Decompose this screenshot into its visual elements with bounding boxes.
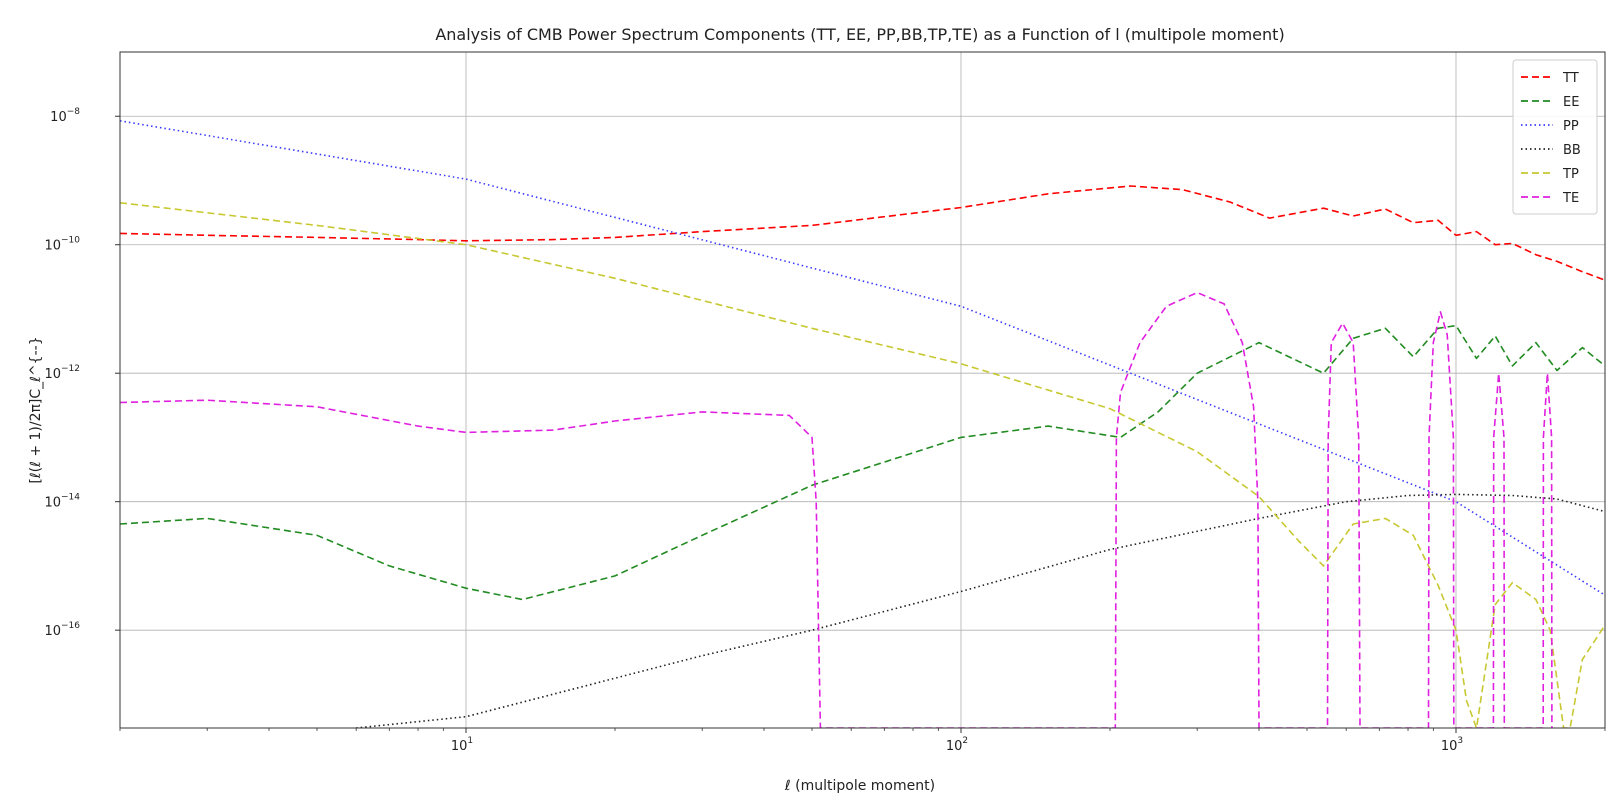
grid-lines	[120, 52, 1605, 728]
series-line-bb	[356, 493, 1605, 728]
y-tick-label: 10−8	[50, 107, 80, 125]
series-layer	[120, 120, 1605, 728]
x-tick-label: 103	[1441, 736, 1463, 754]
legend-label-pp: PP	[1563, 119, 1579, 134]
x-tick-label: 102	[946, 736, 968, 754]
x-axis-ticks: 101 102 103	[119, 728, 1606, 754]
x-tick-label: 101	[451, 736, 473, 754]
chart-title: Analysis of CMB Power Spectrum Component…	[435, 25, 1284, 44]
series-line-te	[120, 291, 1553, 728]
x-axis-label: ℓ (multipole moment)	[784, 778, 935, 794]
y-tick-label: 10−16	[44, 621, 80, 639]
series-line-pp	[120, 120, 1605, 596]
legend-label-bb: BB	[1563, 143, 1581, 158]
y-axis-label: [ℓ(ℓ + 1)/2π]C_ℓ^{--}	[28, 336, 44, 483]
y-tick-label: 10−14	[44, 493, 80, 511]
y-axis-ticks: 10−16 10−14 10−12 10−10 10−8	[44, 107, 120, 639]
legend-label-tp: TP	[1562, 167, 1579, 182]
series-line-ee	[120, 324, 1605, 601]
series-line-tt	[120, 185, 1605, 281]
legend-box	[1512, 59, 1598, 215]
legend: TT EE PP BB TP TE	[1512, 59, 1598, 215]
legend-label-ee: EE	[1563, 95, 1579, 110]
plot-frame	[119, 51, 1606, 729]
y-tick-label: 10−10	[44, 236, 80, 254]
legend-label-te: TE	[1562, 191, 1579, 206]
legend-label-tt: TT	[1562, 71, 1579, 86]
y-tick-label: 10−12	[44, 364, 80, 382]
series-line-tp	[120, 202, 1605, 728]
